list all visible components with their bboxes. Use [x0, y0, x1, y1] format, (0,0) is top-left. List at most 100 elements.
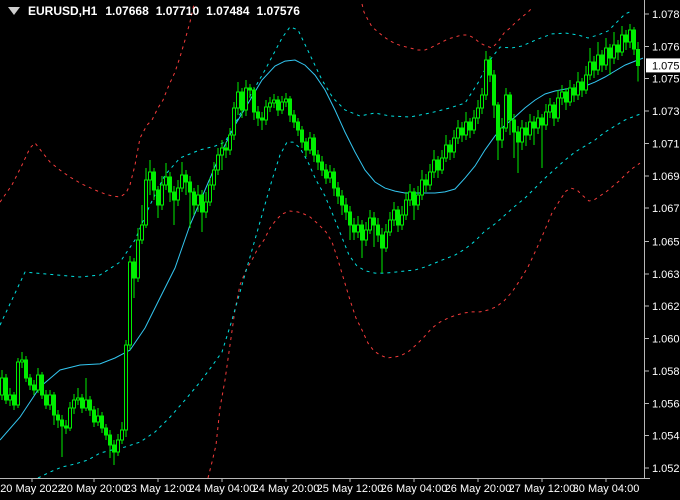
candle-body	[240, 91, 244, 111]
candle-body	[492, 74, 496, 106]
candle-body	[624, 34, 628, 43]
candle-body	[632, 29, 636, 50]
candle-body	[188, 181, 192, 193]
time-tick-label: 25 May 12:00	[317, 483, 384, 495]
candle-body	[464, 121, 468, 136]
candle-body	[192, 191, 196, 206]
open-value: 1.07668	[105, 4, 149, 18]
candle-body	[440, 157, 444, 171]
candle-body	[428, 171, 432, 186]
candle-body	[100, 415, 104, 429]
candle-body	[616, 44, 620, 53]
candle-body	[228, 134, 232, 151]
candles	[0, 24, 640, 465]
time-tick-label: 26 May 04:00	[381, 483, 448, 495]
time-tick-label: 26 May 20:00	[445, 483, 512, 495]
candle-body	[524, 127, 528, 136]
candle-body	[360, 224, 364, 241]
candle-body	[264, 106, 268, 121]
candle-body	[104, 427, 108, 436]
candle-body	[556, 97, 560, 119]
candle-body	[4, 377, 8, 401]
candle-body	[424, 179, 428, 186]
candle-body	[636, 48, 640, 66]
high-value: 1.07710	[155, 4, 200, 18]
price-tick-label: 1.05275	[652, 463, 680, 475]
candle-body	[16, 361, 20, 406]
candle-body	[248, 87, 252, 91]
candle-body	[560, 91, 564, 99]
candle-body	[380, 234, 384, 249]
candle-body	[8, 394, 12, 401]
candle-body	[404, 199, 408, 216]
candle-body	[224, 147, 228, 151]
candle-body	[120, 429, 124, 441]
candle-body	[148, 171, 152, 181]
candle-body	[144, 179, 148, 226]
candle-body	[396, 209, 400, 226]
candle-body	[52, 394, 56, 416]
candle-body	[56, 414, 60, 421]
price-tick-label: 1.06015	[652, 334, 680, 346]
candle-body	[564, 91, 568, 103]
candle-body	[108, 434, 112, 446]
candle-body	[152, 171, 156, 191]
candle-body	[232, 107, 236, 136]
candle-body	[332, 171, 336, 189]
price-tick-label: 1.05830	[652, 366, 680, 378]
candle-body	[472, 117, 476, 131]
candle-body	[132, 261, 136, 279]
candle-body	[580, 81, 584, 91]
ohlc-readout: 1.07668 1.07710 1.07484 1.07576	[105, 4, 307, 18]
price-tick-label: 1.06570	[652, 236, 680, 248]
candle-body	[452, 137, 456, 153]
candle-body	[488, 59, 492, 76]
candle-body	[544, 111, 548, 126]
candle-body	[348, 211, 352, 226]
candle-body	[216, 154, 220, 171]
chart-marker-triangle-icon	[8, 7, 20, 15]
candle-body	[184, 174, 188, 183]
candle-body	[260, 117, 264, 121]
outer-lower-band	[207, 162, 641, 478]
candle-body	[576, 81, 580, 96]
candle-body	[88, 399, 92, 411]
candle-body	[316, 154, 320, 163]
time-tick-label: 30 May 04:00	[573, 483, 640, 495]
candle-body	[288, 98, 292, 116]
candle-body	[600, 54, 604, 66]
candle-body	[36, 374, 40, 391]
candle-body	[388, 219, 392, 233]
candle-body	[496, 104, 500, 141]
current-price-tag: 1.07576	[646, 58, 680, 73]
candle-body	[444, 144, 448, 159]
candle-body	[96, 415, 100, 423]
candle-body	[244, 87, 248, 111]
candle-body	[84, 399, 88, 409]
candle-body	[596, 54, 600, 71]
candle-body	[592, 61, 596, 71]
candle-body	[208, 184, 212, 203]
candle-body	[64, 425, 68, 429]
candle-body	[384, 231, 388, 249]
candle-body	[420, 179, 424, 196]
candle-body	[548, 104, 552, 113]
time-tick-label: 24 May 04:00	[189, 483, 256, 495]
candle-body	[308, 137, 312, 151]
candle-body	[176, 187, 180, 201]
low-value: 1.07484	[206, 4, 250, 18]
candle-body	[292, 114, 296, 123]
candle-body	[372, 217, 376, 226]
candle-body	[324, 169, 328, 179]
candle-body	[536, 117, 540, 129]
candle-body	[604, 47, 608, 66]
candle-body	[28, 377, 32, 386]
candle-body	[432, 159, 436, 173]
candle-body	[300, 129, 304, 143]
plot-area[interactable]	[0, 3, 644, 478]
price-tick-label: 1.06760	[652, 203, 680, 215]
candle-body	[588, 61, 592, 76]
